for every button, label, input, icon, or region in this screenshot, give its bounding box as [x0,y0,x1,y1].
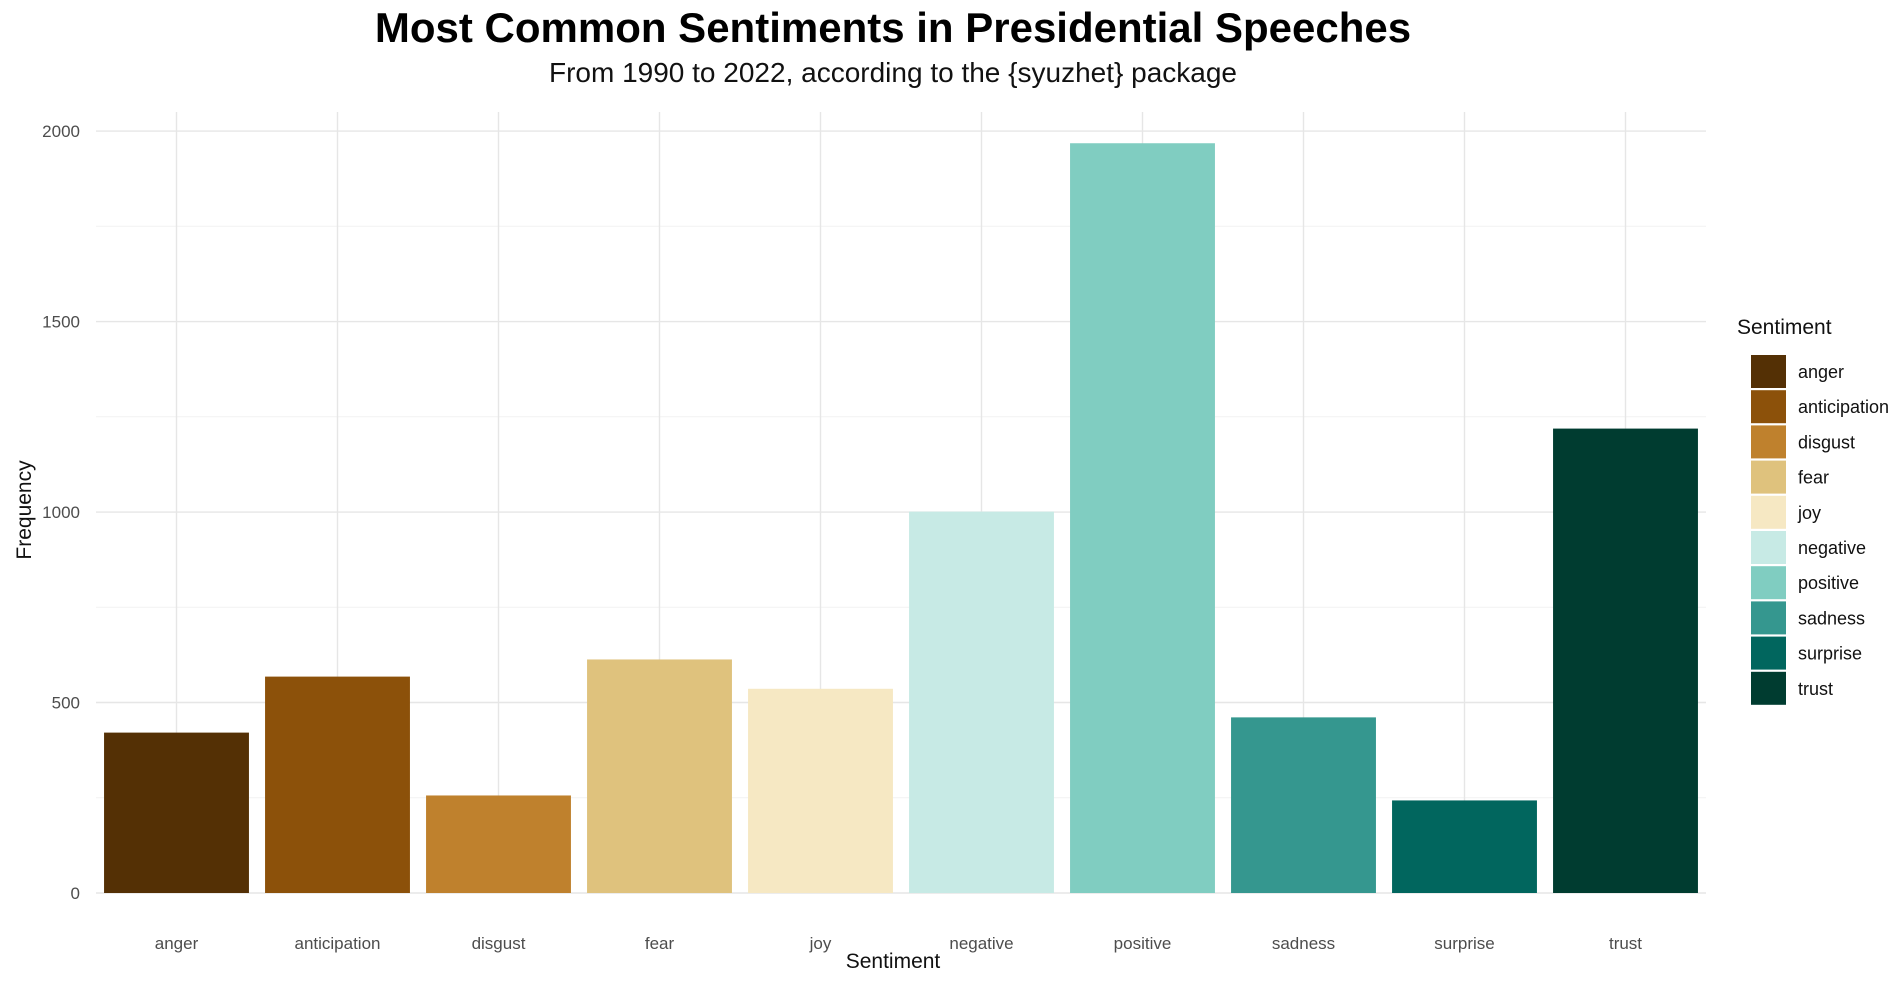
y-axis-title: Frequency [13,460,36,560]
chart-subtitle: From 1990 to 2022, according to the {syu… [549,57,1237,88]
legend-items: anger anticipation disgust fear joy negative p… [1751,355,1889,705]
x-tick-label-surprise: surprise [1434,934,1494,953]
bar-sadness [1231,717,1376,893]
legend-label-sadness: sadness [1798,608,1865,628]
legend-swatch-trust [1751,671,1786,705]
x-tick-label-anger: anger [155,934,199,953]
legend-swatch-anger [1751,355,1786,388]
x-tick-label-negative: negative [949,934,1013,953]
legend-swatch-joy [1751,495,1786,529]
legend-swatch-negative [1751,531,1786,564]
y-tick-label: 1000 [42,503,80,522]
legend-swatch-surprise [1751,636,1786,670]
legend-label-disgust: disgust [1798,432,1855,452]
bar-anticipation [265,676,410,893]
legend-swatch-anticipation [1751,390,1786,424]
legend-label-negative: negative [1798,538,1866,558]
bar-joy [748,688,893,893]
legend-label-fear: fear [1798,468,1829,488]
x-tick-label-anticipation: anticipation [294,934,380,953]
bar-surprise [1392,800,1537,893]
y-tick-label: 1500 [42,313,80,332]
bar-negative [909,511,1054,893]
bar-anger [104,732,249,893]
y-axis-ticks: 0 500 1000 1500 2000 [42,122,80,903]
x-tick-label-positive: positive [1114,934,1172,953]
bar-disgust [426,795,571,893]
legend-swatch-sadness [1751,601,1786,635]
bar-positive [1070,143,1215,894]
legend-label-trust: trust [1798,679,1833,699]
legend-label-joy: joy [1797,503,1821,523]
legend-title: Sentiment [1737,316,1832,339]
bars [104,143,1698,894]
x-tick-label-joy: joy [809,934,832,953]
legend: Sentiment anger anticipation disgust fear jo… [1737,316,1889,705]
legend-label-anger: anger [1798,362,1844,382]
x-axis-ticks: anger anticipation disgust fear joy negative p… [155,934,1643,953]
grid-minor [96,225,1706,799]
y-tick-label: 500 [52,694,80,713]
x-tick-label-trust: trust [1609,934,1642,953]
legend-swatch-fear [1751,460,1786,494]
chart-title: Most Common Sentiments in Presidential S… [375,4,1411,51]
legend-swatch-positive [1751,566,1786,600]
x-tick-label-sadness: sadness [1272,934,1335,953]
bar-trust [1553,428,1698,893]
legend-label-positive: positive [1798,573,1859,593]
bar-fear [587,659,732,893]
x-tick-label-disgust: disgust [472,934,526,953]
legend-label-surprise: surprise [1798,644,1862,664]
x-axis-title: Sentiment [846,950,941,973]
x-tick-label-fear: fear [645,934,675,953]
legend-swatch-disgust [1751,425,1786,459]
y-tick-label: 0 [71,884,80,903]
y-tick-label: 2000 [42,122,80,141]
legend-label-anticipation: anticipation [1798,397,1889,417]
